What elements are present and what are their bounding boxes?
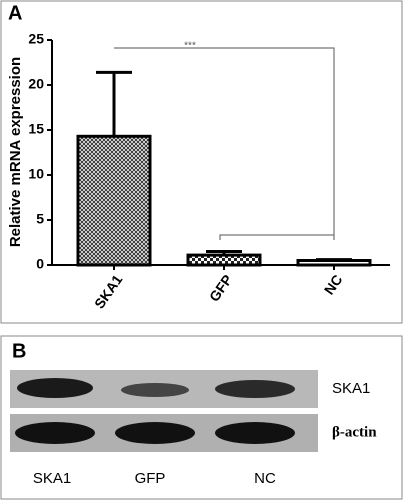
significance-label: *** [184, 41, 196, 52]
y-tick-label: 10 [28, 166, 44, 182]
panel-frame [0, 0, 403, 324]
y-tick-label: 5 [36, 211, 44, 227]
panel-label: A [8, 2, 22, 24]
x-tick-label: SKA1 [91, 272, 126, 312]
blot-lane-label: NC [254, 470, 276, 487]
x-tick-label: GFP [206, 272, 236, 305]
bar [76, 134, 152, 267]
blot-lane-label: GFP [135, 470, 166, 487]
bar [186, 253, 262, 267]
blot-lane-label: SKA1 [33, 470, 71, 487]
blot-row-label: β-actin [332, 424, 377, 440]
blot-image [10, 370, 318, 452]
bar [296, 259, 372, 267]
panel-frame [0, 335, 403, 500]
y-tick-label: 0 [36, 256, 44, 272]
y-tick-label: 20 [28, 76, 44, 92]
y-axis-label: Relative mRNA expression [7, 57, 24, 247]
panel-label: B [12, 340, 26, 362]
y-tick-label: 25 [28, 31, 44, 47]
blot-row-label: SKA1 [332, 380, 370, 397]
y-tick-label: 15 [28, 121, 44, 137]
x-tick-label: NC [321, 272, 346, 298]
